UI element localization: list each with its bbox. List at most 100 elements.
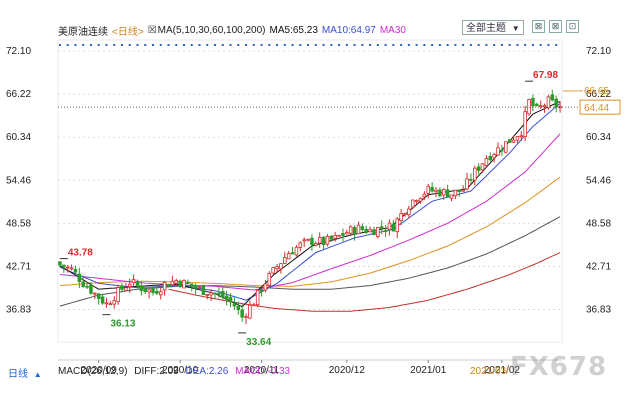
candle-up — [519, 135, 524, 138]
dot-marker — [415, 44, 418, 46]
period-tab-label: 日线 — [8, 369, 28, 380]
settings-icon[interactable]: ⊡ — [566, 20, 579, 33]
ma100-line — [59, 216, 561, 307]
candle-down — [321, 236, 326, 246]
candle-up — [414, 200, 419, 202]
candle-up — [523, 111, 527, 137]
dot-marker — [446, 44, 449, 46]
candle-down — [360, 226, 365, 230]
candle-down — [240, 309, 244, 318]
x-tick-label: 2020/09 — [81, 365, 118, 376]
candle-up — [403, 213, 407, 215]
date-tag: 2021/03/ — [470, 366, 509, 377]
candle-down — [457, 189, 462, 192]
y-tick-label: 36.83 — [6, 305, 31, 316]
candle-up — [511, 139, 516, 143]
dot-marker — [508, 44, 511, 46]
close-icon[interactable]: ⊠ — [549, 20, 562, 33]
candle-up — [317, 237, 322, 244]
ma60-line — [59, 176, 561, 287]
y-tick-label-right: 72.10 — [586, 46, 611, 57]
current-price-box — [579, 99, 621, 115]
candle-up — [441, 189, 446, 196]
dot-marker — [74, 44, 77, 46]
candle-down — [232, 303, 237, 307]
candle-down — [310, 237, 314, 246]
candle-up — [465, 178, 469, 190]
dot-marker — [361, 44, 364, 46]
dot-marker — [283, 44, 286, 46]
dot-marker — [376, 44, 379, 46]
candle-up — [124, 287, 128, 291]
candle-up — [333, 234, 337, 239]
candle-up — [182, 279, 186, 289]
candle-up — [93, 292, 97, 295]
dot-marker — [245, 44, 248, 46]
candle-down — [217, 292, 221, 295]
theme-dropdown[interactable]: 全部主题 ▼ — [462, 20, 524, 35]
candle-down — [341, 233, 345, 236]
candle-up — [69, 267, 74, 270]
expand-icon[interactable]: ⊠ — [532, 20, 545, 33]
dot-marker — [82, 44, 85, 46]
candle-down — [189, 283, 194, 287]
candle-up — [170, 280, 175, 286]
candle-up — [426, 185, 431, 194]
dot-marker — [291, 44, 294, 46]
candle-down — [507, 139, 512, 143]
dot-marker — [276, 44, 279, 46]
y-tick-label: 54.46 — [6, 175, 31, 186]
dot-marker — [268, 44, 271, 46]
period-tag[interactable]: <日线> — [112, 26, 144, 38]
candle-up — [348, 226, 353, 234]
current-price-label: 64.44 — [584, 103, 609, 114]
candle-up — [538, 105, 543, 108]
candle-up — [275, 266, 279, 270]
ma-params: MA(5,10,30,60,100,200) — [157, 24, 266, 36]
candle-up — [345, 232, 349, 235]
x-tick-label: 2021/02 — [484, 365, 521, 376]
dot-marker — [353, 44, 356, 46]
macd-bar: 日线 ▲ MACD(26,12,9) DIFF:2.09 DEA:2.26 MA… — [0, 365, 640, 380]
dot-marker — [392, 44, 395, 46]
dot-marker — [66, 44, 69, 46]
candle-up — [356, 224, 361, 235]
candle-down — [224, 295, 229, 300]
dot-marker — [183, 44, 185, 46]
diff-value: DIFF:2.09 — [134, 366, 179, 377]
candle-up — [162, 282, 167, 291]
candle-up — [279, 263, 283, 270]
period-tab[interactable]: 日线 ▲ — [8, 365, 42, 380]
y-tick-label: 48.58 — [6, 218, 31, 229]
chevron-up-icon: ▲ — [33, 370, 42, 379]
dot-marker — [159, 44, 162, 46]
candle-up — [112, 300, 116, 305]
candle-down — [120, 285, 124, 290]
dot-marker — [438, 44, 441, 46]
candle-down — [259, 289, 264, 293]
dot-marker — [89, 44, 92, 46]
candle-up — [252, 304, 256, 307]
candle-up — [283, 257, 287, 264]
dot-marker — [167, 44, 170, 46]
dot-marker — [516, 44, 519, 46]
y-tick-label-right: 66.22 — [586, 89, 611, 100]
candle-up — [108, 303, 113, 306]
ma10-value: MA10:64.97 — [321, 24, 376, 36]
candle-down — [535, 103, 539, 106]
candle-up — [542, 105, 547, 108]
watermark-logo: FX678 — [510, 352, 608, 382]
candle-down — [100, 296, 105, 304]
candle-down — [383, 230, 388, 232]
candle-up — [558, 106, 562, 109]
candle-down — [430, 186, 434, 192]
ma-checkbox-icon[interactable]: ☒ — [147, 24, 157, 36]
dot-marker — [190, 44, 193, 46]
candle-up — [174, 280, 179, 284]
dot-marker — [462, 44, 465, 46]
dot-marker — [307, 44, 310, 46]
candle-up — [473, 167, 477, 181]
dot-marker — [477, 44, 480, 46]
y-tick-label-right: 42.71 — [586, 261, 611, 272]
candles — [58, 89, 562, 325]
